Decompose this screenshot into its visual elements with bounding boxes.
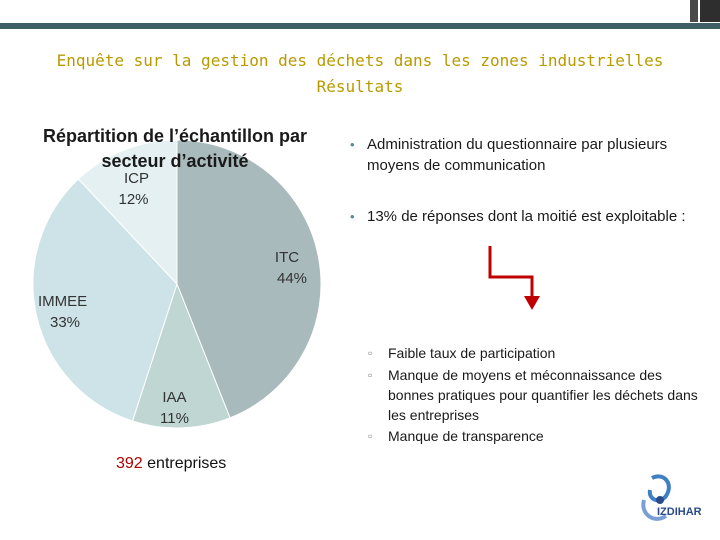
sub-bullet-text: Manque de transparence (388, 428, 544, 444)
slice-label-itc: ITC 44% (267, 247, 307, 289)
slide-title: Enquête sur la gestion des déchets dans … (40, 48, 680, 100)
bullet-text: Administration du questionnaire par plus… (367, 136, 668, 174)
pie-slice-iaa (131, 282, 231, 429)
slice-value-icp: 12% (118, 191, 149, 208)
slide-title-line1: Enquête sur la gestion des déchets dans … (56, 51, 664, 70)
sample-size: 392 entreprises (116, 455, 226, 473)
sub-bullet-text: Manque de moyens et méconnaissance des b… (388, 367, 698, 423)
slice-name-icp: ICP (124, 170, 150, 187)
logo-text: IZDIHAR (657, 506, 702, 518)
header-corner-block-dark (700, 0, 720, 22)
slice-label-icp: ICP 12% (118, 168, 149, 210)
square-bullet-icon: ▫ (368, 368, 373, 382)
izdihar-logo (641, 474, 671, 521)
sample-text: entreprises (147, 455, 227, 472)
chart-title: Répartition de l’échantillon par secteur… (42, 126, 308, 171)
pie-slice-itc (176, 139, 322, 419)
slice-label-immee: IMMEE 33% (38, 291, 87, 333)
bullet-item: • Administration du questionnaire par pl… (350, 134, 710, 176)
slice-label-iaa: IAA 11% (160, 387, 189, 429)
header-corner-block (690, 0, 698, 22)
slice-value-immee: 33% (50, 314, 81, 331)
slice-value-itc: 44% (277, 270, 308, 287)
pie-slice-icp (77, 139, 178, 286)
down-arrow-icon (488, 246, 540, 310)
sub-bullet-item: ▫ Manque de transparence (368, 426, 708, 446)
slice-value-iaa: 11% (160, 410, 189, 427)
sub-bullet-item: ▫ Manque de moyens et méconnaissance des… (368, 365, 708, 425)
bullet-text: 13% de réponses dont la moitié est explo… (367, 208, 686, 225)
slide-title-line2: Résultats (316, 77, 404, 96)
bullet-dot-icon: • (350, 137, 355, 152)
top-bar (0, 0, 720, 22)
slice-name-immee: IMMEE (38, 293, 88, 310)
slice-name-itc: ITC (274, 249, 300, 266)
bullet-dot-icon: • (350, 209, 355, 224)
square-bullet-icon: ▫ (368, 346, 373, 360)
sample-count: 392 (116, 455, 143, 472)
header-band (0, 23, 720, 29)
square-bullet-icon: ▫ (368, 429, 373, 443)
slice-name-iaa: IAA (162, 389, 187, 406)
pie-slice-immee (32, 178, 178, 422)
bullet-item: • 13% de réponses dont la moitié est exp… (350, 206, 710, 227)
sub-bullet-item: ▫ Faible taux de participation (368, 343, 708, 363)
sub-bullet-text: Faible taux de participation (388, 345, 556, 361)
